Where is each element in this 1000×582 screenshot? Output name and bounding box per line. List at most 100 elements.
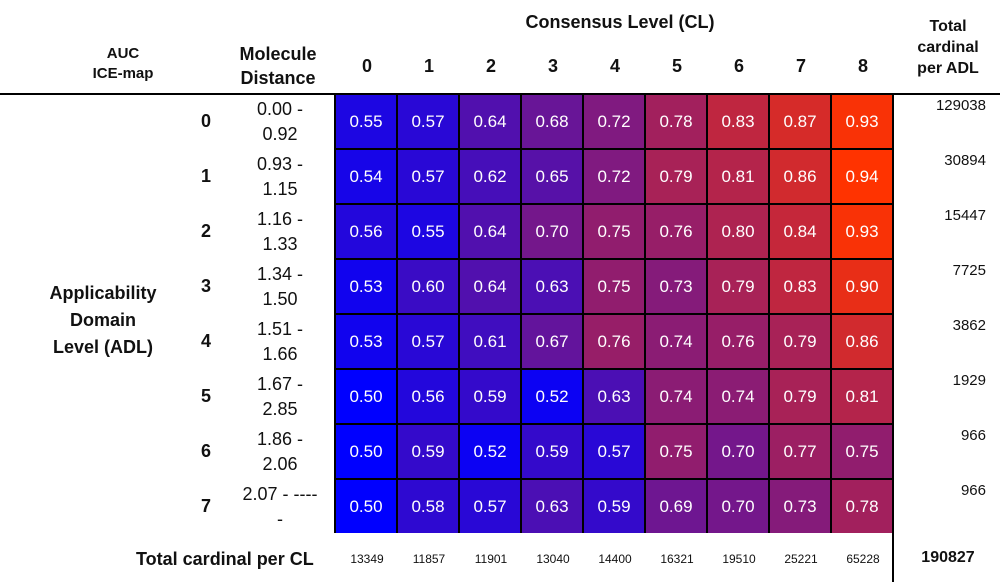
row-total-header-line: Total	[929, 18, 967, 35]
heatmap-cell: 0.60	[398, 260, 458, 313]
distance-line: 1.33	[262, 234, 298, 254]
molecule-distance-header: Molecule Distance	[228, 42, 328, 90]
heatmap-cell: 0.62	[460, 150, 520, 203]
heatmap-cell: 0.76	[584, 315, 644, 368]
heatmap-cell: 0.52	[460, 425, 520, 478]
heatmap-cell: 0.70	[522, 205, 582, 258]
heatmap-cell: 0.57	[398, 150, 458, 203]
corner-label-line: ICE-map	[92, 65, 154, 82]
heatmap-cell: 0.83	[708, 95, 768, 148]
row-total: 3862	[952, 317, 986, 334]
row-axis-label-line: Level (ADL)	[52, 337, 153, 357]
distance-line: 0.00 -	[256, 99, 304, 119]
molecule-distance-range: 1.86 - 2.06	[238, 427, 322, 477]
row-total-header: Total cardinal per ADL	[900, 16, 996, 79]
column-total: 25221	[784, 552, 818, 566]
distance-line: 1.34 -	[256, 264, 304, 284]
heatmap-cell: 0.84	[770, 205, 830, 258]
heatmap-cell: 0.57	[398, 95, 458, 148]
column-total: 65228	[846, 552, 880, 566]
row-axis-label: Applicability Domain Level (ADL)	[28, 280, 178, 361]
column-total: 13349	[350, 552, 384, 566]
heatmap-cell: 0.73	[770, 480, 830, 533]
column-header: 4	[609, 56, 620, 76]
column-header: 3	[547, 56, 558, 76]
row-header: 6	[200, 441, 211, 461]
heatmap-grid: 0.55 0.57 0.64 0.68 0.72 0.78 0.83 0.87 0.93 0.54…	[334, 93, 892, 533]
row-total: 966	[960, 427, 986, 444]
heatmap-cell: 0.57	[584, 425, 644, 478]
row-total-header-line: per ADL	[917, 60, 979, 77]
heatmap-cell: 0.70	[708, 425, 768, 478]
heatmap-cell: 0.50	[336, 480, 396, 533]
row-header: 1	[200, 166, 211, 186]
heatmap-cell: 0.80	[708, 205, 768, 258]
heatmap-cell: 0.77	[770, 425, 830, 478]
distance-line: 0.93 -	[256, 154, 304, 174]
column-total: 11901	[474, 552, 508, 566]
distance-line: 2.07 - ----	[242, 484, 318, 504]
heatmap-cell: 0.79	[770, 370, 830, 423]
heatmap-cell: 0.53	[336, 260, 396, 313]
molecule-distance-range: 1.16 - 1.33	[238, 207, 322, 257]
heatmap-cell: 0.59	[522, 425, 582, 478]
corner-label-line: AUC	[106, 45, 140, 62]
distance-line: 1.66	[262, 344, 298, 364]
heatmap-cell: 0.50	[336, 425, 396, 478]
row-total: 30894	[944, 152, 986, 169]
row-total: 15447	[944, 207, 986, 224]
column-total-label: Total cardinal per CL	[136, 549, 314, 569]
heatmap-cell: 0.63	[584, 370, 644, 423]
grand-total: 190827	[921, 549, 975, 566]
row-total: 129038	[935, 97, 986, 114]
row-header: 2	[200, 221, 211, 241]
distance-header-line: Molecule	[239, 44, 317, 64]
distance-line: 0.92	[262, 124, 298, 144]
distance-header-line: Distance	[240, 68, 316, 88]
heatmap-cell: 0.83	[770, 260, 830, 313]
heatmap-cell: 0.65	[522, 150, 582, 203]
heatmap-cell: 0.86	[832, 315, 892, 368]
column-total: 14400	[598, 552, 632, 566]
heatmap-cell: 0.75	[832, 425, 892, 478]
heatmap-cell: 0.64	[460, 260, 520, 313]
row-axis-label-line: Applicability	[49, 283, 157, 303]
heatmap-cell: 0.72	[584, 95, 644, 148]
heatmap-cell: 0.55	[336, 95, 396, 148]
heatmap-cell: 0.64	[460, 205, 520, 258]
heatmap-cell: 0.56	[398, 370, 458, 423]
column-header: 1	[423, 56, 434, 76]
heatmap-cell: 0.57	[460, 480, 520, 533]
heatmap-cell: 0.54	[336, 150, 396, 203]
heatmap-cell: 0.53	[336, 315, 396, 368]
column-header: 7	[795, 56, 806, 76]
row-total: 7725	[952, 262, 986, 279]
chart-title: Consensus Level (CL)	[525, 12, 715, 32]
column-header: 6	[733, 56, 744, 76]
heatmap-cell: 0.50	[336, 370, 396, 423]
distance-line: 1.51 -	[256, 319, 304, 339]
heatmap-cell: 0.67	[522, 315, 582, 368]
column-header: 2	[485, 56, 496, 76]
heatmap-cell: 0.56	[336, 205, 396, 258]
heatmap-cell: 0.74	[646, 315, 706, 368]
distance-line: 2.06	[262, 454, 298, 474]
heatmap-cell: 0.81	[708, 150, 768, 203]
corner-label: AUC ICE-map	[78, 44, 168, 84]
heatmap-cell: 0.87	[770, 95, 830, 148]
heatmap-cell: 0.75	[584, 260, 644, 313]
row-header: 5	[200, 386, 211, 406]
column-header: 8	[857, 56, 868, 76]
molecule-distance-range: 1.51 - 1.66	[238, 317, 322, 367]
molecule-distance-range: 1.67 - 2.85	[238, 372, 322, 422]
column-header: 5	[671, 56, 682, 76]
heatmap-cell: 0.59	[584, 480, 644, 533]
heatmap-cell: 0.73	[646, 260, 706, 313]
row-axis-label-line: Domain	[69, 310, 136, 330]
heatmap-cell: 0.79	[708, 260, 768, 313]
heatmap-cell: 0.94	[832, 150, 892, 203]
distance-line: 2.85	[262, 399, 298, 419]
heatmap-cell: 0.76	[646, 205, 706, 258]
row-total: 1929	[952, 372, 986, 389]
heatmap-cell: 0.61	[460, 315, 520, 368]
